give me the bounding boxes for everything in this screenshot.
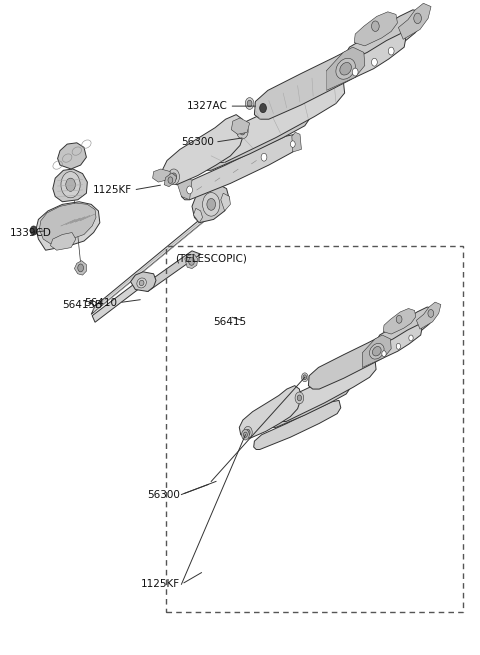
Text: 1339CD: 1339CD	[10, 227, 51, 238]
Polygon shape	[309, 335, 392, 389]
Polygon shape	[181, 134, 298, 200]
Polygon shape	[254, 400, 341, 449]
Polygon shape	[384, 309, 416, 334]
Text: 56415B: 56415B	[62, 299, 103, 310]
Polygon shape	[192, 183, 229, 223]
Polygon shape	[343, 33, 406, 77]
Circle shape	[61, 172, 80, 198]
Circle shape	[414, 13, 421, 24]
Circle shape	[30, 226, 37, 235]
Polygon shape	[162, 115, 245, 185]
Ellipse shape	[340, 62, 351, 75]
Text: 56415: 56415	[214, 317, 247, 328]
Text: 1125KF: 1125KF	[93, 185, 132, 195]
Circle shape	[396, 316, 402, 324]
Circle shape	[388, 47, 394, 55]
Circle shape	[247, 100, 252, 107]
Polygon shape	[326, 47, 365, 90]
Polygon shape	[153, 169, 170, 182]
Polygon shape	[376, 307, 435, 351]
Polygon shape	[185, 254, 198, 269]
Circle shape	[409, 335, 413, 341]
Polygon shape	[164, 173, 177, 187]
Circle shape	[203, 193, 220, 216]
Polygon shape	[240, 386, 301, 438]
Polygon shape	[36, 202, 100, 250]
Polygon shape	[74, 261, 86, 275]
Text: 56300: 56300	[147, 489, 180, 500]
Text: (TELESCOPIC): (TELESCOPIC)	[175, 253, 247, 264]
Bar	[166, 246, 463, 612]
Text: 56300: 56300	[181, 137, 214, 147]
Circle shape	[187, 186, 192, 194]
Ellipse shape	[370, 343, 384, 359]
Polygon shape	[354, 12, 397, 46]
Polygon shape	[58, 143, 86, 169]
Polygon shape	[221, 193, 230, 211]
Circle shape	[244, 426, 252, 438]
Ellipse shape	[336, 58, 355, 79]
Polygon shape	[266, 379, 351, 428]
Polygon shape	[178, 177, 192, 200]
Polygon shape	[53, 169, 87, 202]
Circle shape	[240, 127, 245, 135]
Circle shape	[243, 432, 247, 438]
Circle shape	[428, 310, 434, 318]
Circle shape	[66, 178, 75, 191]
Polygon shape	[350, 328, 411, 364]
Text: 56410: 56410	[84, 297, 118, 308]
Polygon shape	[91, 211, 210, 314]
Circle shape	[295, 392, 304, 403]
Ellipse shape	[139, 280, 144, 286]
Polygon shape	[139, 251, 201, 291]
Polygon shape	[276, 358, 376, 422]
Polygon shape	[362, 335, 391, 367]
Polygon shape	[92, 278, 144, 322]
Polygon shape	[131, 272, 156, 291]
Circle shape	[303, 375, 307, 380]
Circle shape	[241, 430, 249, 440]
Polygon shape	[211, 77, 345, 162]
Polygon shape	[417, 302, 441, 329]
Circle shape	[260, 103, 266, 113]
Circle shape	[237, 123, 248, 139]
Circle shape	[382, 351, 386, 356]
Circle shape	[261, 153, 267, 161]
Text: 1327AC: 1327AC	[187, 101, 228, 111]
Circle shape	[352, 68, 358, 76]
Polygon shape	[50, 233, 76, 250]
Circle shape	[372, 21, 379, 31]
Polygon shape	[193, 208, 203, 223]
Circle shape	[297, 395, 301, 401]
Polygon shape	[39, 203, 96, 244]
Circle shape	[168, 177, 173, 183]
Polygon shape	[198, 105, 311, 170]
Circle shape	[78, 264, 84, 272]
Circle shape	[372, 58, 377, 66]
Circle shape	[290, 141, 295, 147]
Circle shape	[245, 98, 254, 109]
Polygon shape	[254, 47, 366, 119]
Polygon shape	[292, 132, 301, 152]
Polygon shape	[310, 38, 391, 86]
Circle shape	[246, 430, 250, 435]
Polygon shape	[231, 118, 250, 134]
Ellipse shape	[372, 346, 381, 356]
Circle shape	[171, 173, 177, 181]
Circle shape	[168, 169, 180, 185]
Polygon shape	[375, 324, 422, 358]
Ellipse shape	[137, 278, 146, 288]
Circle shape	[396, 343, 401, 349]
Polygon shape	[398, 3, 431, 39]
Polygon shape	[345, 10, 423, 69]
Circle shape	[189, 257, 194, 265]
Circle shape	[207, 198, 216, 210]
Text: 1125KF: 1125KF	[141, 579, 180, 590]
Circle shape	[301, 373, 308, 382]
